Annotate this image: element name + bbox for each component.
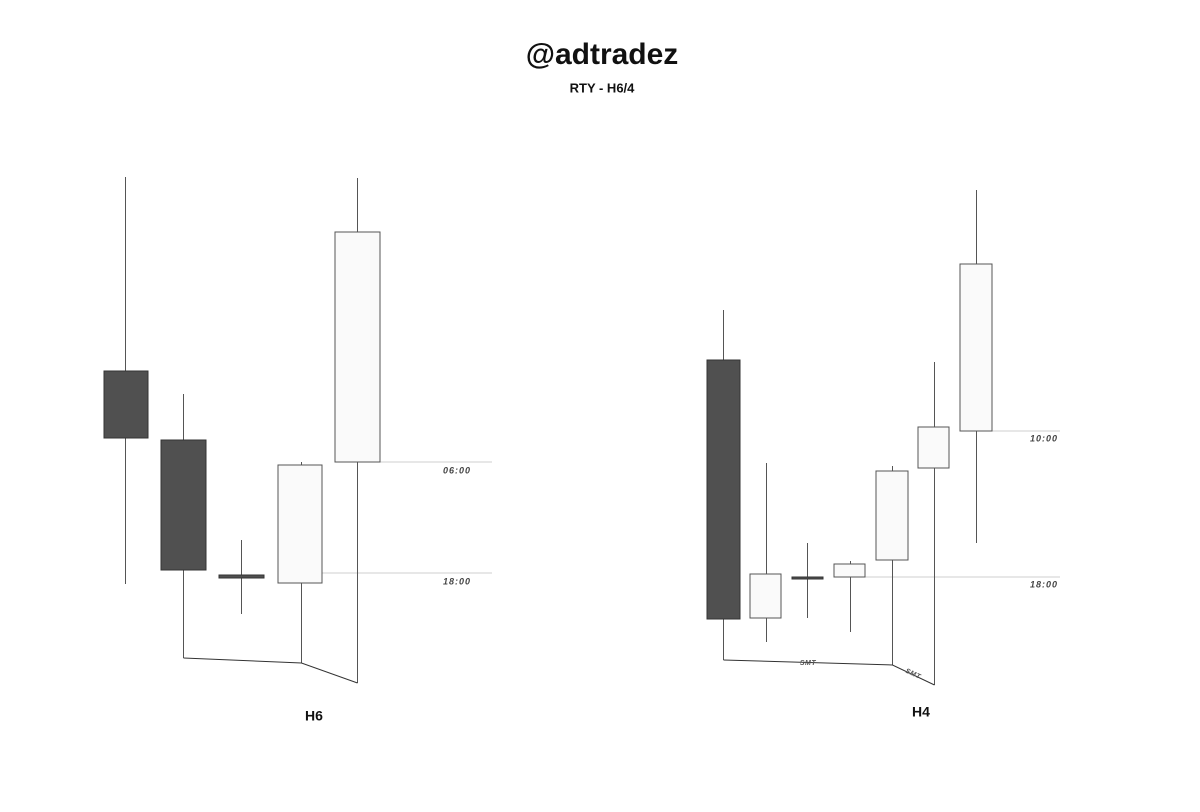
subtitle: RTY - H6/4 bbox=[570, 80, 636, 95]
panel-label: H4 bbox=[912, 704, 930, 720]
smt-label: SMT bbox=[800, 660, 817, 667]
candle bbox=[917, 426, 950, 469]
connector bbox=[723, 659, 935, 686]
smt-label: SMT bbox=[904, 668, 922, 681]
candle bbox=[833, 563, 866, 578]
candle bbox=[103, 370, 149, 439]
level-label: 18:00 bbox=[1030, 579, 1058, 589]
level-label: 18:00 bbox=[443, 576, 471, 586]
level-label: 06:00 bbox=[443, 465, 471, 475]
level-label: 10:00 bbox=[1030, 433, 1058, 443]
candle bbox=[875, 470, 909, 561]
panel-label: H6 bbox=[305, 708, 323, 724]
h4-panel: SMT SMT 10:00 18:00 H4 bbox=[706, 190, 1060, 720]
candle bbox=[334, 231, 381, 463]
candle bbox=[218, 574, 265, 579]
candle bbox=[706, 359, 741, 620]
h6-panel: 06:00 18:00 H6 bbox=[103, 177, 492, 724]
candle bbox=[959, 263, 993, 432]
connector bbox=[183, 657, 358, 684]
candle bbox=[749, 573, 782, 619]
candle bbox=[277, 464, 323, 584]
candle bbox=[160, 439, 207, 571]
title: @adtradez bbox=[526, 38, 679, 71]
candle bbox=[791, 576, 824, 580]
